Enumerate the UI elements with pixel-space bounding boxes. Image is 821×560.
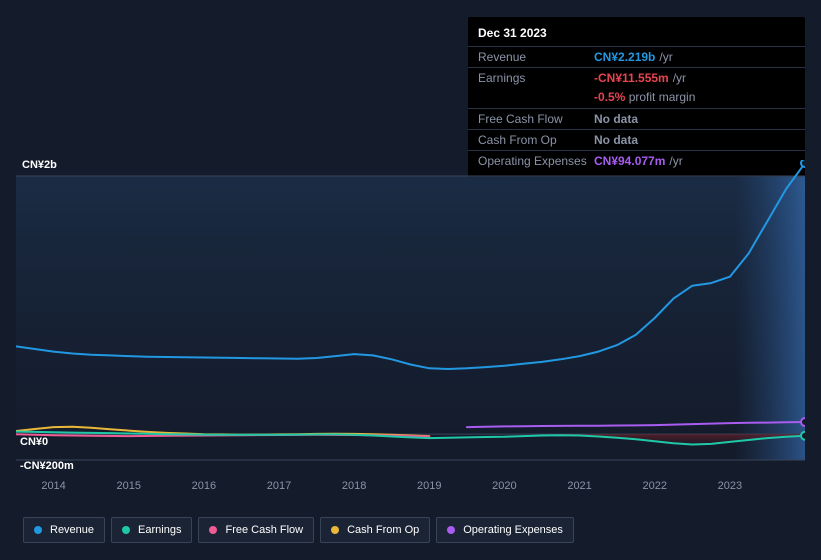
tooltip-metric-label: Revenue (478, 50, 594, 64)
tooltip-metric-value: No data (594, 133, 638, 147)
legend-label: Operating Expenses (463, 524, 563, 536)
y-axis-label-bottom: -CN¥200m (20, 460, 74, 472)
legend-label: Free Cash Flow (225, 524, 303, 536)
tooltip-date: Dec 31 2023 (468, 23, 805, 46)
x-axis-tick: 2021 (567, 480, 591, 492)
tooltip-row: Earnings-CN¥11.555m/yr (468, 67, 805, 88)
x-axis-tick: 2014 (41, 480, 65, 492)
legend-dot-icon (447, 526, 455, 534)
tooltip-row: RevenueCN¥2.219b/yr (468, 46, 805, 67)
tooltip-metric-label: Cash From Op (478, 133, 594, 147)
legend: Revenue Earnings Free Cash Flow Cash From O… (23, 517, 574, 543)
legend-dot-icon (34, 526, 42, 534)
x-axis-tick: 2017 (267, 480, 291, 492)
data-tooltip: Dec 31 2023 RevenueCN¥2.219b/yrEarnings-… (468, 17, 805, 177)
tooltip-metric-value: -CN¥11.555m/yr (594, 71, 686, 85)
financials-chart[interactable]: CN¥2b CN¥0 -CN¥200m 2014 2015 2016 2017 2018… (16, 160, 805, 498)
x-axis-tick: 2019 (417, 480, 441, 492)
tooltip-metric-value: No data (594, 112, 638, 126)
chart-canvas (16, 160, 805, 478)
legend-label: Earnings (138, 524, 181, 536)
legend-item-revenue[interactable]: Revenue (23, 517, 105, 543)
x-axis-tick: 2015 (116, 480, 140, 492)
tooltip-metric-label: Free Cash Flow (478, 112, 594, 126)
legend-item-operating-expenses[interactable]: Operating Expenses (436, 517, 574, 543)
tooltip-metric-value: CN¥2.219b/yr (594, 50, 673, 64)
tooltip-profit-margin: -0.5% profit margin (468, 88, 805, 108)
legend-dot-icon (209, 526, 217, 534)
legend-label: Revenue (50, 524, 94, 536)
legend-dot-icon (331, 526, 339, 534)
series-end-marker (801, 160, 805, 167)
x-axis-tick: 2020 (492, 480, 516, 492)
x-axis: 2014 2015 2016 2017 2018 2019 2020 2021 2022 2023 (16, 478, 805, 498)
y-axis-label-top: CN¥2b (22, 159, 57, 171)
tooltip-metric-label: Earnings (478, 71, 594, 85)
legend-label: Cash From Op (347, 524, 419, 536)
tooltip-row: Cash From OpNo data (468, 129, 805, 150)
x-axis-tick: 2016 (192, 480, 216, 492)
x-axis-tick: 2018 (342, 480, 366, 492)
tooltip-row: Free Cash FlowNo data (468, 108, 805, 129)
legend-dot-icon (122, 526, 130, 534)
series-end-marker (801, 432, 805, 440)
x-axis-tick: 2023 (718, 480, 742, 492)
series-end-marker (801, 418, 805, 426)
x-axis-tick: 2022 (642, 480, 666, 492)
y-axis-label-zero: CN¥0 (20, 436, 48, 448)
legend-item-cash-from-op[interactable]: Cash From Op (320, 517, 430, 543)
legend-item-free-cash-flow[interactable]: Free Cash Flow (198, 517, 314, 543)
legend-item-earnings[interactable]: Earnings (111, 517, 192, 543)
